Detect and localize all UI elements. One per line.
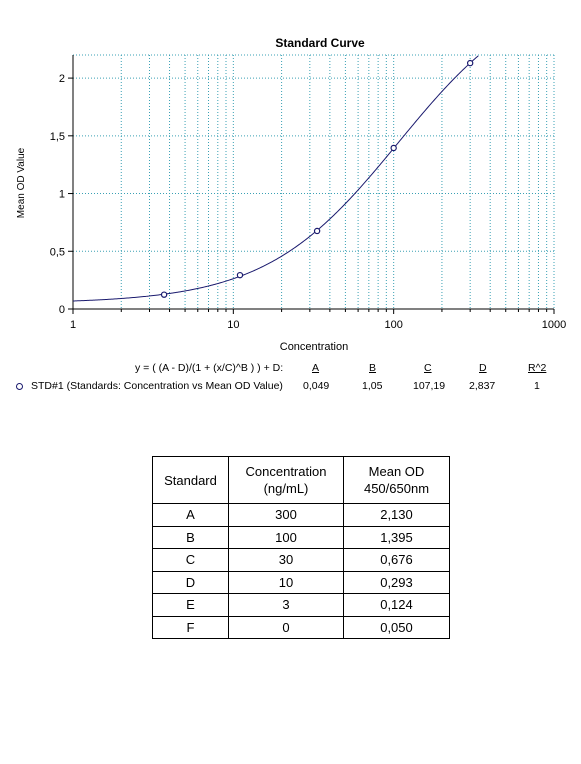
data-point	[390, 144, 397, 152]
cell-concentration: 100	[228, 525, 344, 549]
axes	[68, 55, 555, 314]
fit-value-r2: 1	[534, 380, 540, 392]
y-tick-label: 1	[59, 189, 65, 201]
cell-standard: F	[152, 615, 229, 639]
x-tick-label: 1	[70, 319, 76, 331]
data-points	[160, 59, 474, 298]
cell-od: 0,124	[343, 593, 450, 617]
standards-header-row: Standard Concentration (ng/mL) Mean OD 4…	[152, 456, 450, 504]
cell-standard: A	[152, 503, 229, 527]
fit-curve	[72, 55, 479, 302]
cell-standard: B	[152, 525, 229, 549]
fit-header-row: y = ( (A - D)/(1 + (x/C)^B ) ) + D: A B …	[0, 362, 581, 376]
cell-concentration: 0	[228, 615, 344, 639]
cell-concentration: 30	[228, 548, 344, 572]
y-tick-label: 0,5	[50, 246, 65, 258]
fit-value-d: 2,837	[469, 380, 496, 392]
cell-standard: D	[152, 570, 229, 594]
cell-od: 0,050	[343, 615, 450, 639]
header-concentration-line1: Concentration	[245, 464, 327, 479]
cell-concentration: 3	[228, 593, 344, 617]
fit-header-r2: R^2	[528, 362, 547, 374]
header-mean-od: Mean OD 450/650nm	[343, 456, 450, 504]
fit-value-c: 107,19	[413, 380, 446, 392]
fit-header-d: D	[479, 362, 487, 374]
x-tick-label: 10	[227, 319, 239, 331]
circle-marker-icon	[16, 383, 23, 390]
fit-header-b: B	[369, 362, 377, 374]
standard-curve-chart: 1 10 100 1000 0 0,5 1 1,5 2 Standard Curve Conce…	[16, 36, 567, 353]
table-row: B 100 1,395	[152, 525, 450, 549]
header-mean-od-line1: Mean OD	[368, 464, 425, 479]
fit-header-a: A	[312, 362, 320, 374]
table-row: C 30 0,676	[152, 548, 450, 572]
data-point	[313, 227, 321, 235]
fit-values-row: STD#1 (Standards: Concentration vs Mean …	[0, 380, 581, 394]
y-tick-label: 0	[59, 304, 65, 316]
y-axis-label: Mean OD Value	[16, 147, 27, 218]
tick-labels: 1 10 100 1000 0 0,5 1 1,5 2	[50, 73, 567, 331]
x-tick-label: 1000	[542, 319, 566, 331]
table-row: A 300 2,130	[152, 503, 450, 527]
cell-standard: C	[152, 548, 229, 572]
cell-od: 2,130	[343, 503, 450, 527]
data-point	[236, 271, 244, 279]
chart-title: Standard Curve	[275, 36, 365, 50]
header-concentration: Concentration (ng/mL)	[228, 456, 344, 504]
x-axis-label: Concentration	[280, 341, 349, 353]
header-concentration-line2: (ng/mL)	[263, 481, 309, 496]
cell-standard: E	[152, 593, 229, 617]
fit-value-b: 1,05	[362, 380, 383, 392]
data-point	[160, 291, 168, 298]
header-standard: Standard	[152, 456, 229, 504]
y-tick-label: 1,5	[50, 131, 65, 143]
standards-table: Standard Concentration (ng/mL) Mean OD 4…	[152, 456, 450, 639]
cell-od: 0,293	[343, 570, 450, 594]
grid-lines	[73, 54, 555, 309]
fit-value-a: 0,049	[303, 380, 330, 392]
cell-od: 1,395	[343, 525, 450, 549]
fit-header-c: C	[424, 362, 432, 374]
x-tick-label: 100	[384, 319, 402, 331]
cell-concentration: 10	[228, 570, 344, 594]
fit-row-label: STD#1 (Standards: Concentration vs Mean …	[31, 380, 283, 392]
y-tick-label: 2	[59, 73, 65, 85]
cell-concentration: 300	[228, 503, 344, 527]
data-point	[466, 59, 474, 67]
table-row: E 3 0,124	[152, 593, 450, 617]
table-row: F 0 0,050	[152, 615, 450, 639]
header-mean-od-line2: 450/650nm	[363, 481, 430, 496]
table-row: D 10 0,293	[152, 570, 450, 594]
cell-od: 0,676	[343, 548, 450, 572]
fit-equation: y = ( (A - D)/(1 + (x/C)^B ) ) + D:	[135, 362, 284, 374]
